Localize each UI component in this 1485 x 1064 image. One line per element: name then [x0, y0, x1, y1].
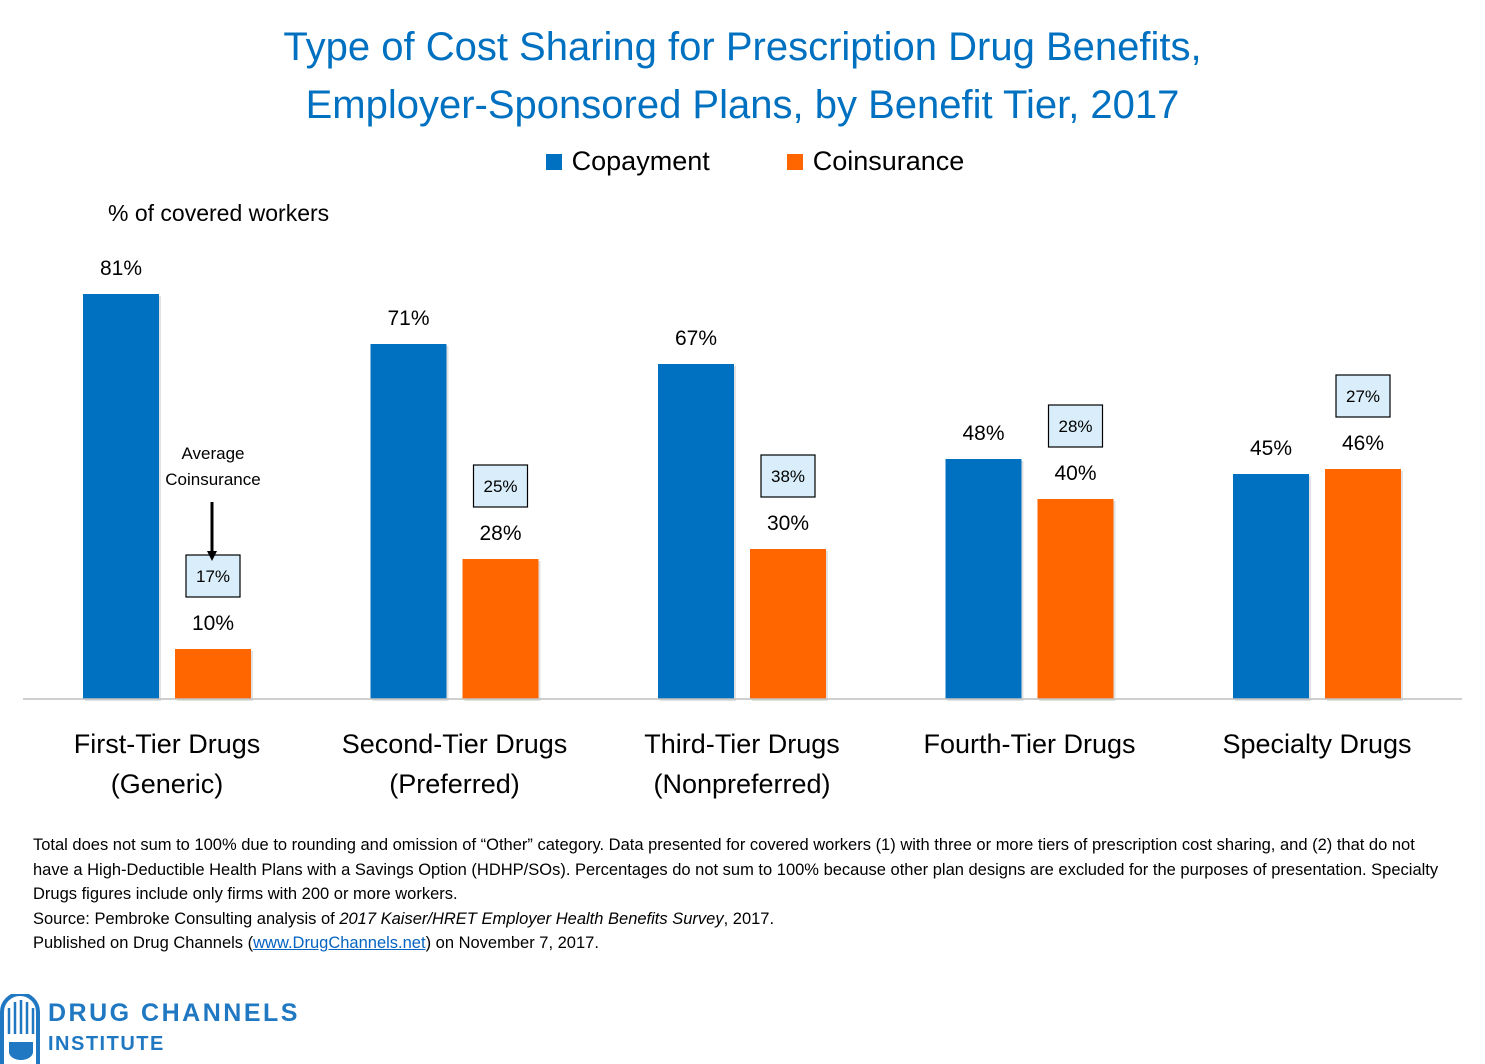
- logo-name: DRUG CHANNELS: [48, 999, 300, 1027]
- chart-title: Type of Cost Sharing for Prescription Dr…: [0, 18, 1485, 134]
- bar-chart: 81% 10% 17% First-Tier Drugs (Generic) 71% 28%…: [23, 257, 1462, 799]
- bar-coinsurance-2: [750, 549, 826, 699]
- category-label-4-line1: Specialty Drugs: [1222, 729, 1411, 759]
- category-label-0-line1: First-Tier Drugs: [74, 729, 261, 759]
- bar-copayment-3: [945, 459, 1022, 699]
- logo-subtitle: INSTITUTE: [48, 1033, 165, 1055]
- bar-coinsurance-3: [1037, 499, 1114, 699]
- data-label-copayment-2: 67%: [675, 327, 717, 350]
- annotation-line2: Coinsurance: [165, 470, 260, 489]
- drugchannels-link[interactable]: www.DrugChannels.net: [253, 934, 426, 952]
- data-label-copayment-4: 45%: [1250, 437, 1292, 460]
- source-prefix: Source: Pembroke Consulting analysis of: [33, 909, 340, 928]
- published-prefix: Published on Drug Channels (: [33, 934, 254, 952]
- source-suffix: , 2017.: [723, 909, 775, 928]
- legend-label-coinsurance: Coinsurance: [812, 146, 965, 176]
- logo-mark-icon: [0, 994, 40, 1064]
- legend-swatch-coinsurance: [786, 153, 803, 170]
- data-label-coinsurance-2: 30%: [767, 512, 809, 535]
- bar-coinsurance-1: [462, 559, 539, 699]
- bar-copayment-1: [370, 344, 447, 699]
- drug-channels-logo: DRUG CHANNELS INSTITUTE: [0, 994, 340, 1064]
- average-coinsurance-box-4: [1335, 374, 1391, 418]
- average-coinsurance-label-1: 25%: [483, 477, 517, 496]
- category-label-0-line2: (Generic): [111, 769, 224, 799]
- average-coinsurance-label-0: 17%: [196, 567, 230, 586]
- chart-title-line1: Type of Cost Sharing for Prescription Dr…: [283, 25, 1202, 69]
- published-suffix: ) on November 7, 2017.: [425, 934, 599, 952]
- category-label-2-line1: Third-Tier Drugs: [644, 729, 840, 759]
- category-label-3-line1: Fourth-Tier Drugs: [923, 729, 1135, 759]
- bar-coinsurance-0: [175, 649, 251, 699]
- bars-layer: [83, 294, 1403, 701]
- category-label-1-line1: Second-Tier Drugs: [342, 729, 568, 759]
- bar-coinsurance-4: [1325, 469, 1401, 699]
- data-label-coinsurance-1: 28%: [479, 522, 521, 545]
- average-coinsurance-annotation: Average Coinsurance: [165, 444, 261, 561]
- annotation-line1: Average: [181, 444, 244, 463]
- legend-label-copayment: Copayment: [571, 146, 710, 176]
- average-coinsurance-label-4: 27%: [1346, 387, 1380, 406]
- data-label-copayment-3: 48%: [962, 422, 1004, 445]
- data-label-copayment-0: 81%: [100, 257, 142, 280]
- data-label-coinsurance-0: 10%: [192, 612, 234, 635]
- average-coinsurance-box-2: [760, 454, 816, 498]
- legend-item-copayment: Copayment: [545, 146, 710, 177]
- average-coinsurance-label-2: 38%: [771, 467, 805, 486]
- footnote-published: Published on Drug Channels (www.DrugChan…: [33, 931, 1453, 956]
- average-coinsurance-box-1: [472, 464, 529, 508]
- data-label-coinsurance-3: 40%: [1054, 462, 1096, 485]
- source-title: 2017 Kaiser/HRET Employer Health Benefit…: [339, 909, 724, 928]
- footnote-source: Source: Pembroke Consulting analysis of …: [33, 907, 1453, 932]
- bar-copayment-0: [83, 294, 159, 699]
- bar-copayment-4: [1233, 474, 1309, 699]
- average-coinsurance-label-3: 28%: [1058, 417, 1092, 436]
- legend-item-coinsurance: Coinsurance: [786, 146, 965, 177]
- labels-layer: 81% 10% 17% First-Tier Drugs (Generic) 71% 28%…: [74, 257, 1412, 799]
- y-axis-label: % of covered workers: [108, 200, 330, 226]
- data-label-coinsurance-4: 46%: [1342, 432, 1384, 455]
- category-label-1-line2: (Preferred): [389, 769, 520, 799]
- footnote: Total does not sum to 100% due to roundi…: [33, 833, 1453, 956]
- data-label-copayment-1: 71%: [387, 307, 429, 330]
- average-coinsurance-box-3: [1047, 404, 1104, 448]
- category-label-2-line2: (Nonpreferred): [653, 769, 830, 799]
- footnote-note: Total does not sum to 100% due to roundi…: [33, 836, 1439, 903]
- average-coinsurance-box-0: [185, 554, 241, 598]
- legend: Copayment Coinsurance: [0, 146, 1485, 177]
- legend-swatch-copayment: [545, 153, 562, 170]
- bar-copayment-2: [658, 364, 734, 699]
- chart-title-line2: Employer-Sponsored Plans, by Benefit Tie…: [305, 83, 1180, 127]
